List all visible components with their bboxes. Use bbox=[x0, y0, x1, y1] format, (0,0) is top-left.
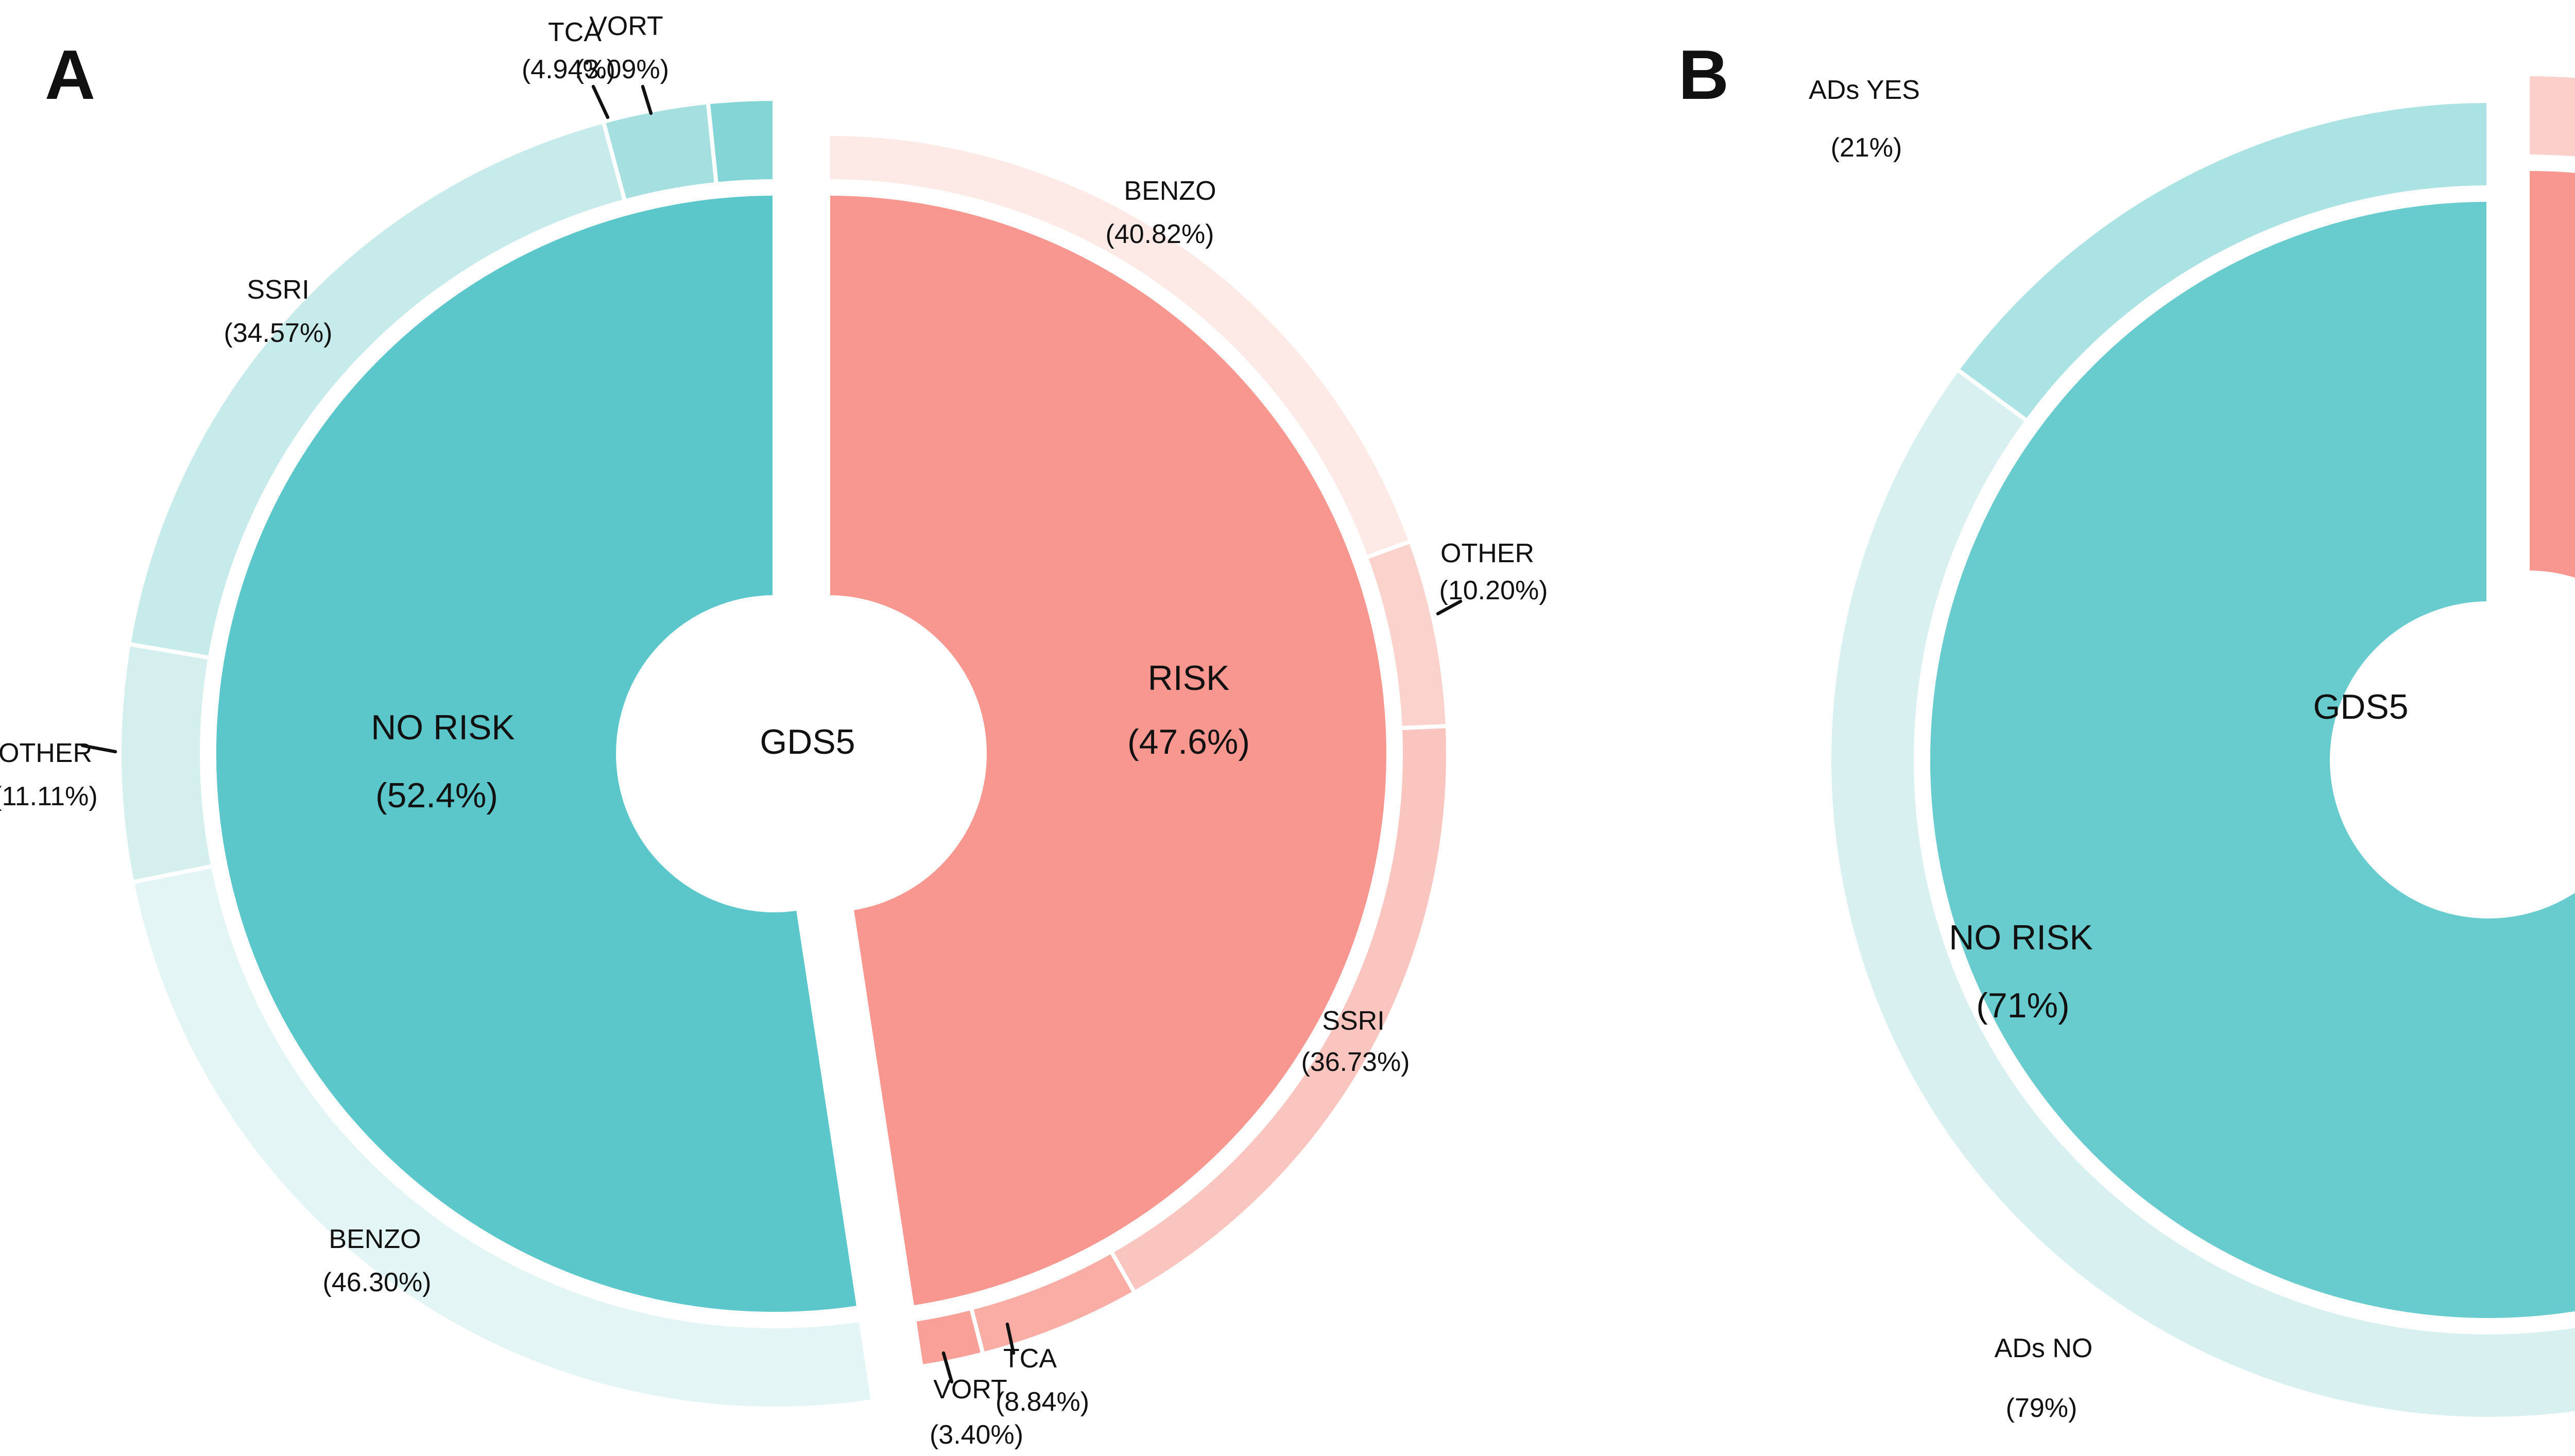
A-label-benzo-right: BENZO bbox=[1124, 176, 1216, 206]
panels-group: RISK (47.6%) NO RISK (52.4%) GDS5 BENZO (40.82… bbox=[0, 11, 2575, 1450]
A-no_risk-outer-tca-segment bbox=[601, 100, 719, 203]
A-label-risk-center: RISK bbox=[1148, 658, 1230, 698]
A-label-ssri-left: SSRI bbox=[247, 275, 309, 305]
A-leader-line-0 bbox=[591, 84, 610, 119]
A-label-ssri-right: SSRI bbox=[1322, 1006, 1384, 1036]
A-label-other-left: OTHER bbox=[0, 738, 92, 768]
A-no_risk-outer-vort-segment bbox=[706, 96, 777, 186]
B-label-ads-yes-top: ADs YES bbox=[1809, 75, 1920, 105]
B-risk-outer-ads-no-segment bbox=[2526, 72, 2575, 161]
A-label-gds5: GDS5 bbox=[760, 722, 855, 761]
A-risk-inner-wedge bbox=[826, 192, 1390, 1310]
A-leader-line-3 bbox=[1436, 599, 1463, 616]
A-label-benzo-left: BENZO bbox=[329, 1224, 421, 1254]
A-label-benzo-right-value: (40.82%) bbox=[1106, 219, 1214, 249]
B-label-norisk-center: NO RISK bbox=[1949, 918, 2093, 957]
B-label-ads-no-bottom-value: (79%) bbox=[2006, 1393, 2078, 1423]
A-label-risk-center-value: (47.6%) bbox=[1127, 722, 1250, 761]
A-label-ssri-right-value: (36.73%) bbox=[1301, 1047, 1410, 1077]
A-no_risk-outer-other-segment bbox=[117, 642, 215, 885]
A-label-tca-bottom: TCA bbox=[1003, 1344, 1057, 1374]
A-label-vort-bottom: VORT bbox=[933, 1375, 1007, 1405]
A-label-tca-top: TCA bbox=[548, 18, 602, 47]
A-label-vort-top-value: (3.09%) bbox=[575, 55, 669, 84]
A-leader-line-5 bbox=[941, 1351, 954, 1384]
B-label-gds5: GDS5 bbox=[2313, 687, 2408, 726]
B-no_risk-outer-ads-yes-segment bbox=[1955, 99, 2491, 423]
sunburst-chart-A: RISK (47.6%) NO RISK (52.4%) GDS5 BENZO (40.82… bbox=[0, 11, 1548, 1450]
A-label-other-left-value: (11.11%) bbox=[0, 782, 98, 811]
A-label-tca-top-value: (4.94%) bbox=[522, 55, 615, 84]
A-label-other-right-value: (10.20%) bbox=[1439, 576, 1548, 605]
A-leader-line-2 bbox=[80, 743, 117, 754]
A-label-norisk-center-value: (52.4%) bbox=[375, 776, 498, 815]
A-label-other-right: OTHER bbox=[1440, 539, 1534, 568]
B-risk-inner-wedge bbox=[2526, 167, 2575, 582]
A-risk-outer-vort-segment bbox=[912, 1306, 985, 1369]
A-label-vort-bottom-value: (3.40%) bbox=[930, 1420, 1023, 1450]
A-label-tca-bottom-value: (8.84%) bbox=[995, 1387, 1089, 1417]
A-leader-line-4 bbox=[1005, 1322, 1016, 1355]
B-label-norisk-center-value: (71%) bbox=[1976, 986, 2069, 1025]
B-label-ads-yes-top-value: (21%) bbox=[1831, 133, 1902, 163]
panel-label-b: B bbox=[1678, 36, 1729, 114]
sunburst-chart-B: ADs YES(21%)ADs NO(58%)RISK(29%)ADs YES(… bbox=[1809, 72, 2575, 1423]
panel-label-a: A bbox=[45, 36, 95, 114]
A-label-norisk-center: NO RISK bbox=[371, 708, 515, 747]
A-label-vort-top: VORT bbox=[589, 11, 663, 41]
A-no_risk-inner-wedge bbox=[212, 192, 861, 1316]
B-label-ads-no-bottom: ADs NO bbox=[1995, 1333, 2093, 1363]
B-no_risk-outer-ads-no-segment bbox=[1827, 367, 2575, 1421]
A-label-ssri-left-value: (34.57%) bbox=[224, 318, 333, 348]
A-leader-line-1 bbox=[641, 84, 653, 115]
B-no_risk-inner-wedge bbox=[1926, 198, 2575, 1322]
A-no_risk-outer-benzo-segment bbox=[130, 864, 876, 1411]
A-label-benzo-left-value: (46.30%) bbox=[323, 1268, 432, 1297]
